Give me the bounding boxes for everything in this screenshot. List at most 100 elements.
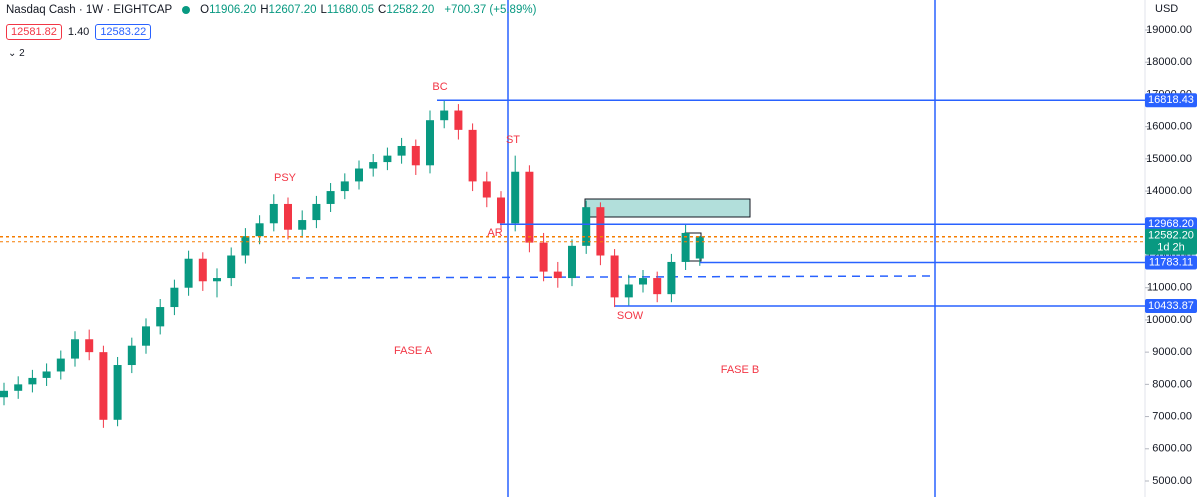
annotation: AR [487,227,502,239]
y-tick-label: 18000.00 [1146,56,1192,68]
candle-body [127,345,136,366]
candle-body [298,220,307,230]
candle-body [454,110,463,130]
y-tick-label: 15000.00 [1146,153,1192,165]
candle-body [99,352,108,420]
candle-body [71,339,79,359]
candle-body [56,358,65,372]
candle-body [667,261,676,295]
ask[interactable]: 12583.22 [95,24,152,40]
annotation: PSY [274,172,297,184]
candle-body [681,232,690,262]
last-price-bg [1145,228,1197,255]
candle-body [255,223,264,237]
currency: USD [1155,3,1178,15]
candle-body [639,278,647,285]
level-label-bg [1145,255,1197,270]
candle-body [113,365,122,420]
candle-body [539,242,548,272]
y-tick-label: 9000.00 [1152,346,1192,358]
candle-body [411,145,420,166]
candle-body [596,207,605,256]
candle-body [582,207,591,246]
indicators-toggle[interactable]: ⌄ 2 [8,48,25,59]
ohlc-key: L [320,4,327,16]
ohlc-value: 12607.20 [268,4,317,16]
candle-body [14,384,23,391]
candle-body [312,203,321,221]
candle-body [227,255,236,279]
candle-body [624,284,633,298]
status-dot [182,6,191,14]
candle-body [383,155,392,163]
y-tick-label: 10000.00 [1146,314,1192,326]
candle-body [269,203,278,224]
level-label: 10433.87 [1148,300,1194,312]
candle-body [213,278,221,282]
annotation: FASE A [394,345,433,357]
indicator-count: 2 [19,48,25,59]
y-tick-label: 5000.00 [1152,475,1192,487]
ohlc-key: H [260,4,269,16]
candle-body [142,326,150,346]
countdown: 1d 2h [1157,242,1185,254]
level-label-bg [1145,93,1197,108]
level-label: 16818.43 [1148,94,1194,106]
candle-body [28,377,37,385]
candle-body [156,307,165,327]
trend-line [291,275,936,279]
candle-body [468,129,477,182]
annotation: SOW [617,310,644,322]
candle-body [653,278,662,295]
candle-body [170,287,179,308]
candle-body [369,162,378,169]
level-label: 11783.11 [1149,256,1193,268]
candle-body [610,255,619,298]
candle-body [326,191,335,204]
candle-body [42,371,51,378]
annotation: FASE B [721,364,760,376]
spread: 1.40 [67,26,90,38]
candle-body [198,258,207,282]
candle-body [284,203,292,230]
last-price-label: 12582.20 [1148,230,1194,242]
y-tick-label: 16000.00 [1146,121,1192,133]
level-label-bg [1145,217,1197,232]
candle-body [0,390,8,398]
annotation: ST [506,134,520,146]
y-tick-label: 14000.00 [1146,185,1192,197]
candle-body [511,171,520,224]
header: Nasdaq Cash · 1W · EIGHTCAP O11906.20 H12… [6,4,536,16]
y-tick-label: 7000.00 [1152,410,1192,422]
candle-body [241,236,250,256]
trade-row: 12581.82 1.40 12583.22 [6,24,152,40]
candle-body [553,271,562,279]
candle-body [355,168,363,182]
change: +700.37 (+5.89%) [444,4,537,16]
candle-body [440,110,449,121]
candle-body [482,181,491,198]
candle-body [184,258,193,288]
ohlc-value: 12582.20 [386,4,435,16]
candle-body [497,197,505,224]
zone-box [584,198,751,218]
level-label: 12968.20 [1148,218,1194,230]
candle-body [397,145,406,156]
ohlc-key: C [378,4,387,16]
ohlc-value: 11906.20 [209,4,257,16]
candle-body [525,171,534,243]
candle-body [85,339,94,353]
y-tick-label: 19000.00 [1146,24,1192,36]
candle-body [340,181,349,192]
candle-body [426,120,434,166]
annotation: BC [432,81,447,93]
y-tick-label: 6000.00 [1152,443,1192,455]
level-label-bg [1145,298,1197,313]
candle-body [568,245,576,279]
y-tick-label: 8000.00 [1152,378,1192,390]
bid[interactable]: 12581.82 [6,24,62,40]
ohlc-value: 11680.05 [326,4,375,16]
y-tick-label: 11000.00 [1147,282,1192,294]
